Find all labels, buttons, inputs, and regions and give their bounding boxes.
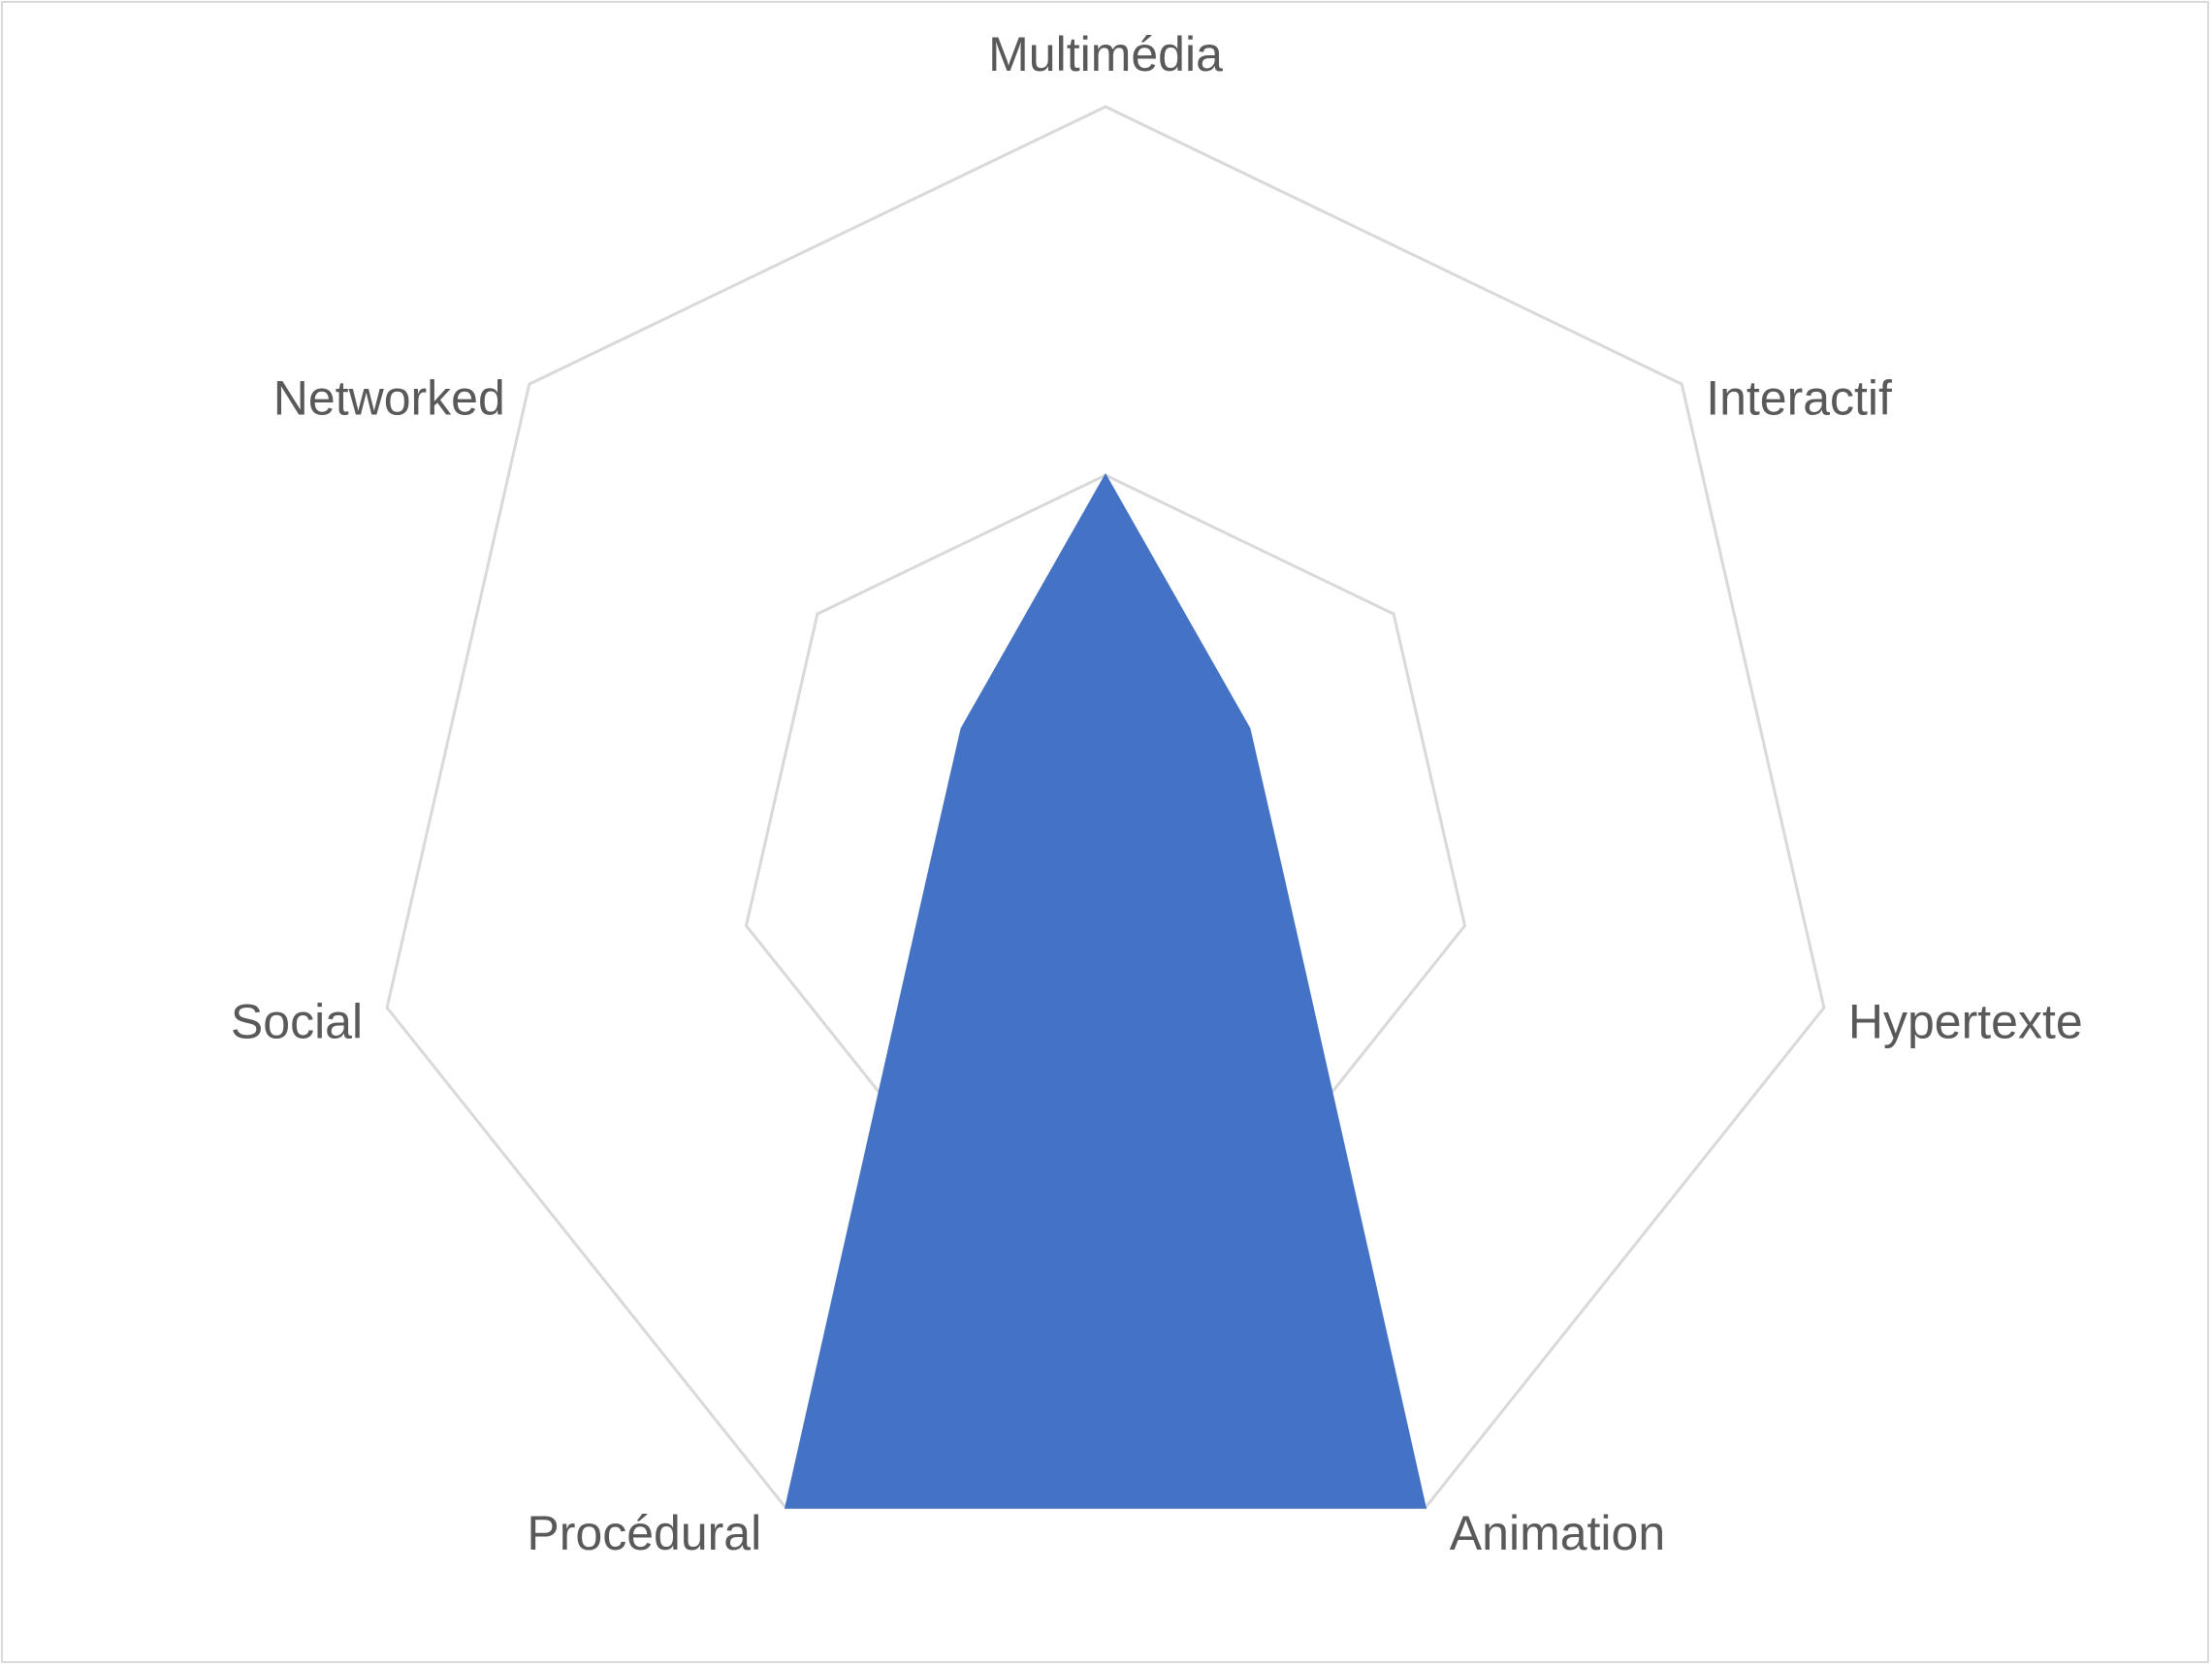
category-label: Hypertexte <box>1848 994 2083 1048</box>
series-layer <box>784 472 1427 1509</box>
category-label: Social <box>231 994 363 1048</box>
category-label: Interactif <box>1706 370 1892 425</box>
category-label: Procédural <box>527 1506 761 1560</box>
series-area-1 <box>784 472 1427 1509</box>
category-label: Multimédia <box>988 27 1223 81</box>
category-label: Networked <box>273 370 505 425</box>
category-labels: Multimédia Interactif Hypertexte Animation P… <box>231 27 2083 1560</box>
category-label: Animation <box>1450 1506 1665 1560</box>
